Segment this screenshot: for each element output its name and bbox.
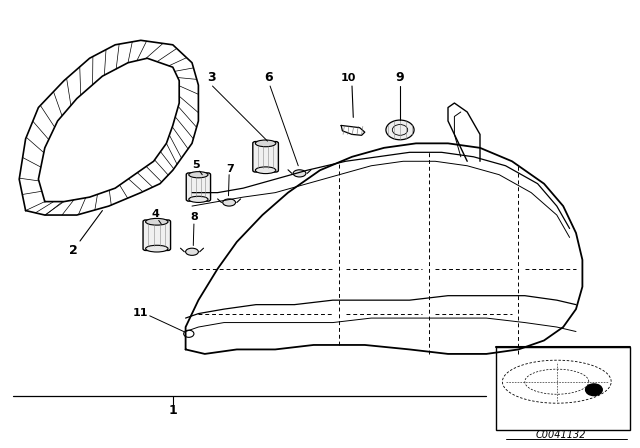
- Text: 5: 5: [192, 160, 200, 170]
- FancyBboxPatch shape: [253, 142, 278, 172]
- Text: 1: 1: [168, 405, 177, 418]
- Text: 10: 10: [341, 73, 356, 82]
- Circle shape: [386, 120, 414, 140]
- FancyBboxPatch shape: [186, 173, 211, 201]
- Text: 4: 4: [152, 209, 159, 219]
- Text: 2: 2: [69, 244, 78, 258]
- Ellipse shape: [255, 167, 276, 174]
- Text: 7: 7: [227, 164, 234, 173]
- Ellipse shape: [146, 218, 168, 225]
- FancyBboxPatch shape: [143, 220, 170, 250]
- Text: 3: 3: [207, 71, 216, 84]
- Ellipse shape: [293, 170, 306, 177]
- Text: C0041132: C0041132: [536, 431, 586, 440]
- Ellipse shape: [255, 140, 276, 147]
- Circle shape: [586, 384, 602, 396]
- Ellipse shape: [146, 246, 168, 252]
- Text: 11: 11: [133, 308, 148, 318]
- Text: 6: 6: [264, 71, 273, 84]
- Ellipse shape: [186, 248, 198, 255]
- Ellipse shape: [189, 172, 208, 178]
- Text: 9: 9: [396, 71, 404, 84]
- Ellipse shape: [223, 199, 236, 206]
- Bar: [496, 347, 630, 430]
- Ellipse shape: [189, 196, 208, 202]
- Text: 8: 8: [190, 212, 198, 222]
